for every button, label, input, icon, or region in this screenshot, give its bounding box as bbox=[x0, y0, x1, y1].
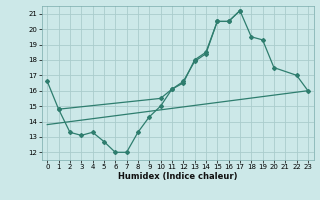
X-axis label: Humidex (Indice chaleur): Humidex (Indice chaleur) bbox=[118, 172, 237, 181]
